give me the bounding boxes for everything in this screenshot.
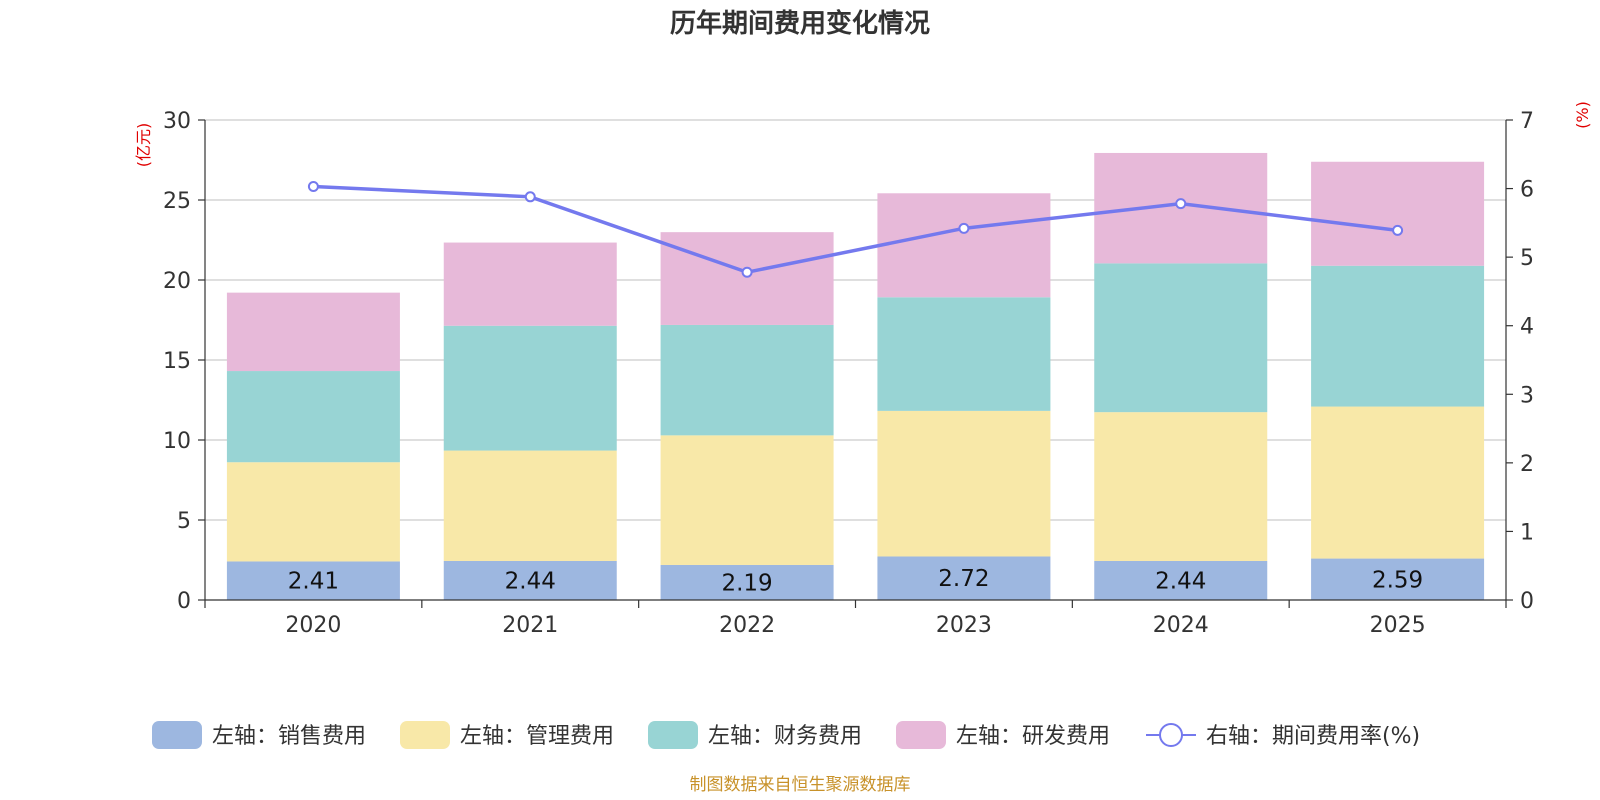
bar-segment: [1311, 265, 1485, 407]
legend-marker: [1159, 723, 1183, 747]
rate-point: [741, 266, 753, 278]
bar-value-label: 2.44: [505, 568, 556, 594]
bars: 2.41 2.44 2.19 2.72 2.44 2.59: [226, 152, 1485, 600]
bar-segment: [443, 450, 617, 561]
bar-segment: [226, 292, 400, 372]
bar-segment: [1311, 161, 1485, 266]
bar-segment: [660, 564, 834, 600]
bar-value-label: 2.72: [938, 566, 989, 592]
x-tick-label: 2022: [719, 613, 775, 638]
legend-label: 左轴：财务费用: [708, 724, 862, 749]
right-tick-label: 7: [1520, 109, 1534, 134]
line-series: [307, 181, 1404, 278]
bar-segment: [226, 561, 400, 600]
rate-point: [1175, 198, 1187, 210]
left-tick-label: 10: [163, 429, 191, 454]
rate-point: [1392, 224, 1404, 236]
rate-point: [958, 222, 970, 234]
left-tick-label: 0: [177, 589, 191, 614]
bar-segment: [660, 232, 834, 325]
legend-swatch: [896, 721, 946, 749]
legend-swatch: [400, 721, 450, 749]
rate-line: [313, 184, 1398, 275]
bar-segment: [443, 560, 617, 600]
rate-point: [524, 191, 536, 203]
bar-value-label: 2.41: [288, 569, 339, 595]
left-tick-label: 30: [163, 109, 191, 134]
left-tick-label: 25: [163, 189, 191, 214]
bar-segment: [226, 371, 400, 463]
grid-lines: [205, 119, 1506, 521]
legend-label: 左轴：销售费用: [212, 724, 366, 749]
bar-segment: [443, 242, 617, 326]
right-axis-unit: (%): [1573, 101, 1592, 129]
bar-segment: [877, 556, 1051, 600]
left-tick-label: 5: [177, 509, 191, 534]
bar-value-label: 2.59: [1372, 567, 1423, 593]
bar-segment: [1094, 412, 1268, 561]
right-tick-label: 4: [1520, 315, 1534, 340]
x-tick-label: 2023: [936, 613, 992, 638]
bar-segment: [1094, 560, 1268, 600]
bar-segment: [226, 462, 400, 562]
legend-swatch: [648, 721, 698, 749]
legend-swatch: [152, 721, 202, 749]
legend-label: 左轴：研发费用: [956, 724, 1110, 749]
legend-label: 右轴：期间费用率(%): [1206, 724, 1420, 749]
bar-segment: [877, 410, 1051, 557]
bar-segment: [1311, 406, 1485, 559]
right-tick-label: 0: [1520, 589, 1534, 614]
bar-value-label: 2.44: [1155, 568, 1206, 594]
legend: 左轴：销售费用 左轴：管理费用 左轴：财务费用 左轴：研发费用 右轴：期间费用率(%): [152, 721, 1420, 749]
right-tick-label: 6: [1520, 178, 1534, 203]
rate-point: [307, 181, 319, 193]
right-tick-label: 2: [1520, 452, 1534, 477]
bar-segment: [877, 297, 1051, 411]
bar-value-label: 2.19: [721, 570, 772, 596]
left-tick-label: 20: [163, 269, 191, 294]
bar-segment: [660, 435, 834, 565]
bar-segment: [443, 325, 617, 451]
legend-label: 左轴：管理费用: [460, 724, 614, 749]
left-axis-unit: (亿元): [134, 123, 153, 168]
left-tick-label: 15: [163, 349, 191, 374]
right-tick-label: 3: [1520, 383, 1534, 408]
right-tick-label: 5: [1520, 246, 1534, 271]
bar-segment: [877, 193, 1051, 298]
chart-title: 历年期间费用变化情况: [670, 8, 930, 39]
bar-segment: [660, 324, 834, 436]
x-tick-label: 2021: [502, 613, 558, 638]
bar-segment: [1311, 558, 1485, 600]
x-tick-label: 2025: [1370, 613, 1426, 638]
bar-segment: [1094, 263, 1268, 413]
x-tick-label: 2024: [1153, 613, 1209, 638]
x-tick-label: 2020: [285, 613, 341, 638]
right-tick-label: 1: [1520, 520, 1534, 545]
source-note: 制图数据来自恒生聚源数据库: [690, 775, 911, 795]
